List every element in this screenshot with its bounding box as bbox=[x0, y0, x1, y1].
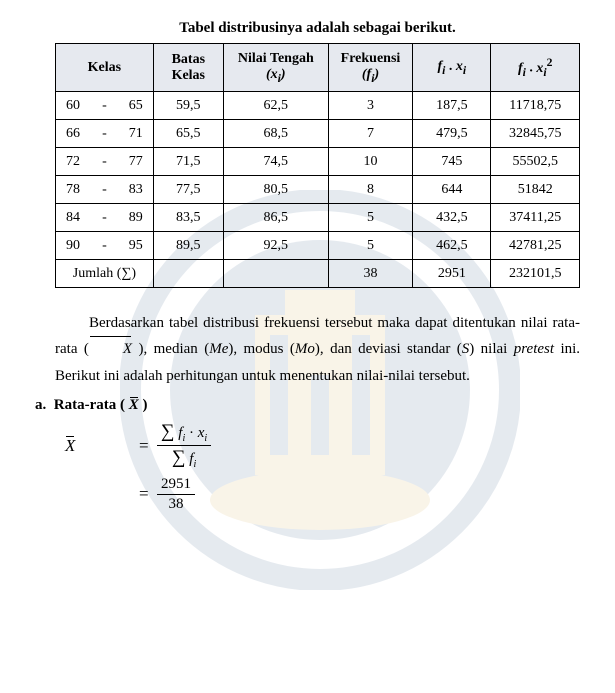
section-a-heading: a. Rata-rata ( X ) bbox=[35, 397, 580, 414]
col-batas: Batas Kelas bbox=[153, 44, 223, 92]
col-freq-label: Frekuensi bbox=[341, 51, 401, 66]
cell-kelas: 90-95 bbox=[56, 232, 154, 260]
cell-fx: 432,5 bbox=[413, 204, 491, 232]
description-paragraph: Berdasarkan tabel distribusi frekuensi t… bbox=[55, 310, 580, 389]
col-tengah-label: Nilai Tengah bbox=[238, 51, 314, 66]
table-title: Tabel distribusinya adalah sebagai berik… bbox=[55, 20, 580, 37]
cell-fx: 745 bbox=[413, 148, 491, 176]
col-freq-sym: (fi) bbox=[362, 67, 379, 82]
cell-tengah: 62,5 bbox=[223, 92, 328, 120]
cell-total-fx: 2951 bbox=[413, 260, 491, 288]
col-tengah-sym: (xi) bbox=[266, 67, 286, 82]
cell-fx2: 37411,25 bbox=[491, 204, 580, 232]
numerator-2: 2951 bbox=[157, 475, 195, 495]
cell-freq: 10 bbox=[328, 148, 412, 176]
xbar-heading: X bbox=[129, 397, 139, 414]
cell-fx2: 32845,75 bbox=[491, 120, 580, 148]
cell-batas: 59,5 bbox=[153, 92, 223, 120]
cell-freq: 5 bbox=[328, 232, 412, 260]
numerator-1: ∑ fi · xi bbox=[157, 420, 211, 447]
cell-fx2: 51842 bbox=[491, 176, 580, 204]
cell-kelas: 66-71 bbox=[56, 120, 154, 148]
cell-fx: 644 bbox=[413, 176, 491, 204]
cell-fx2: 42781,25 bbox=[491, 232, 580, 260]
cell-kelas: 60-65 bbox=[56, 92, 154, 120]
cell-freq: 3 bbox=[328, 92, 412, 120]
col-freq: Frekuensi (fi) bbox=[328, 44, 412, 92]
formula-row-2: = 2951 38 bbox=[65, 475, 580, 514]
cell-fx: 187,5 bbox=[413, 92, 491, 120]
distribution-table: Kelas Batas Kelas Nilai Tengah (xi) Frek… bbox=[55, 43, 580, 288]
table-row: 78-8377,580,5864451842 bbox=[56, 176, 580, 204]
cell-fx2: 11718,75 bbox=[491, 92, 580, 120]
table-total-row: Jumlah (∑) 382951232101,5 bbox=[56, 260, 580, 288]
me-symbol: Me bbox=[209, 341, 228, 357]
cell-fx: 462,5 bbox=[413, 232, 491, 260]
cell-fx: 479,5 bbox=[413, 120, 491, 148]
table-row: 72-7771,574,51074555502,5 bbox=[56, 148, 580, 176]
fraction-1: ∑ fi · xi ∑ fi bbox=[157, 420, 211, 472]
para-1c: ), modus ( bbox=[228, 341, 295, 357]
table-header-row: Kelas Batas Kelas Nilai Tengah (xi) Frek… bbox=[56, 44, 580, 92]
table-row: 66-7165,568,57479,532845,75 bbox=[56, 120, 580, 148]
cell-freq: 8 bbox=[328, 176, 412, 204]
equals-2: = bbox=[139, 484, 157, 504]
heading-close: ) bbox=[139, 397, 148, 413]
heading-text: Rata-rata ( bbox=[54, 397, 129, 413]
col-fx: fi . xi bbox=[413, 44, 491, 92]
cell-batas: 71,5 bbox=[153, 148, 223, 176]
cell-freq: 5 bbox=[328, 204, 412, 232]
heading-letter: a. bbox=[35, 397, 46, 413]
formula-row-1: X = ∑ fi · xi ∑ fi bbox=[65, 420, 580, 472]
para-1b: ), median ( bbox=[138, 341, 209, 357]
xbar-symbol: X bbox=[89, 336, 132, 362]
para-1d: ), dan deviasi standar ( bbox=[315, 341, 462, 357]
cell-batas: 65,5 bbox=[153, 120, 223, 148]
cell-tengah: 68,5 bbox=[223, 120, 328, 148]
cell-fx2: 55502,5 bbox=[491, 148, 580, 176]
para-1e: ) nilai bbox=[469, 341, 513, 357]
cell-batas: 77,5 bbox=[153, 176, 223, 204]
cell-batas: 83,5 bbox=[153, 204, 223, 232]
formula-lhs: X bbox=[65, 436, 139, 456]
cell-freq: 7 bbox=[328, 120, 412, 148]
cell-tengah: 80,5 bbox=[223, 176, 328, 204]
cell-total-batas bbox=[153, 260, 223, 288]
mo-symbol: Mo bbox=[295, 341, 315, 357]
fraction-2: 2951 38 bbox=[157, 475, 195, 514]
cell-batas: 89,5 bbox=[153, 232, 223, 260]
cell-total-tengah bbox=[223, 260, 328, 288]
cell-total-fx2: 232101,5 bbox=[491, 260, 580, 288]
cell-jumlah-label: Jumlah (∑) bbox=[56, 260, 154, 288]
equals-1: = bbox=[139, 436, 157, 456]
denominator-1: ∑ fi bbox=[168, 446, 200, 472]
cell-total-freq: 38 bbox=[328, 260, 412, 288]
cell-kelas: 84-89 bbox=[56, 204, 154, 232]
col-fx2: fi . xi2 bbox=[491, 44, 580, 92]
pretest-word: pretest bbox=[514, 341, 554, 357]
cell-tengah: 74,5 bbox=[223, 148, 328, 176]
formula-block: X = ∑ fi · xi ∑ fi = 2951 38 bbox=[65, 420, 580, 514]
col-kelas: Kelas bbox=[56, 44, 154, 92]
table-row: 60-6559,562,53187,511718,75 bbox=[56, 92, 580, 120]
denominator-2: 38 bbox=[165, 495, 188, 514]
cell-tengah: 92,5 bbox=[223, 232, 328, 260]
table-row: 84-8983,586,55432,537411,25 bbox=[56, 204, 580, 232]
table-row: 90-9589,592,55462,542781,25 bbox=[56, 232, 580, 260]
cell-kelas: 72-77 bbox=[56, 148, 154, 176]
cell-kelas: 78-83 bbox=[56, 176, 154, 204]
col-tengah: Nilai Tengah (xi) bbox=[223, 44, 328, 92]
cell-tengah: 86,5 bbox=[223, 204, 328, 232]
